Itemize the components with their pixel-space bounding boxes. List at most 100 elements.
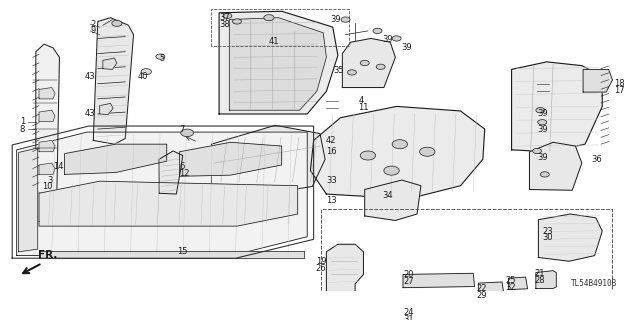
Polygon shape xyxy=(39,163,55,174)
Text: 11: 11 xyxy=(358,103,369,112)
Text: FR.: FR. xyxy=(38,251,57,260)
Circle shape xyxy=(532,148,541,154)
Circle shape xyxy=(538,120,547,125)
Text: 26: 26 xyxy=(316,264,326,273)
Text: 14: 14 xyxy=(53,162,63,171)
Circle shape xyxy=(232,19,241,24)
Text: 39: 39 xyxy=(537,109,548,118)
Text: 6: 6 xyxy=(179,162,185,171)
Circle shape xyxy=(348,70,356,75)
Polygon shape xyxy=(103,58,117,69)
Text: 29: 29 xyxy=(476,291,487,300)
Text: 39: 39 xyxy=(383,35,393,44)
Polygon shape xyxy=(65,144,167,174)
Circle shape xyxy=(408,305,421,312)
Circle shape xyxy=(264,15,274,21)
Polygon shape xyxy=(93,18,134,144)
Polygon shape xyxy=(583,69,612,92)
Text: 19: 19 xyxy=(316,257,326,266)
Text: 23: 23 xyxy=(542,227,553,236)
Circle shape xyxy=(373,28,382,34)
Polygon shape xyxy=(39,181,298,226)
Polygon shape xyxy=(36,44,60,195)
Polygon shape xyxy=(39,110,55,122)
Circle shape xyxy=(156,54,165,59)
Polygon shape xyxy=(529,142,582,190)
Circle shape xyxy=(180,129,193,137)
Text: 24: 24 xyxy=(403,308,413,317)
Polygon shape xyxy=(310,107,484,199)
Polygon shape xyxy=(342,38,396,88)
Text: 5: 5 xyxy=(159,53,164,63)
Text: 38: 38 xyxy=(219,20,230,29)
Circle shape xyxy=(360,151,376,160)
Text: 27: 27 xyxy=(403,277,413,286)
Circle shape xyxy=(392,36,401,41)
Text: 22: 22 xyxy=(476,284,487,293)
Text: 25: 25 xyxy=(505,276,516,285)
Polygon shape xyxy=(100,103,113,115)
Text: 7: 7 xyxy=(179,124,185,133)
Text: 43: 43 xyxy=(84,109,95,118)
Text: 15: 15 xyxy=(177,247,188,256)
Text: 35: 35 xyxy=(333,66,344,75)
Polygon shape xyxy=(19,148,38,252)
Polygon shape xyxy=(159,151,182,194)
Text: 39: 39 xyxy=(537,153,548,162)
Text: 1: 1 xyxy=(20,117,25,126)
Polygon shape xyxy=(508,277,527,290)
Circle shape xyxy=(112,20,122,26)
Text: 21: 21 xyxy=(534,269,545,278)
Text: 31: 31 xyxy=(403,315,413,320)
Polygon shape xyxy=(39,140,55,152)
Text: 10: 10 xyxy=(43,182,53,191)
Circle shape xyxy=(384,166,399,175)
Polygon shape xyxy=(219,11,338,114)
Text: 39: 39 xyxy=(331,15,341,24)
Text: 8: 8 xyxy=(20,124,25,133)
Text: 12: 12 xyxy=(179,169,190,178)
Circle shape xyxy=(536,108,545,113)
Circle shape xyxy=(420,147,435,156)
Text: 30: 30 xyxy=(542,233,553,242)
Text: 42: 42 xyxy=(326,136,336,145)
Text: 40: 40 xyxy=(138,72,148,81)
Polygon shape xyxy=(538,214,602,261)
Text: 16: 16 xyxy=(326,147,337,156)
Text: 34: 34 xyxy=(383,191,393,200)
Polygon shape xyxy=(536,271,556,288)
Polygon shape xyxy=(39,251,304,258)
Circle shape xyxy=(141,69,152,75)
Circle shape xyxy=(360,60,369,66)
Polygon shape xyxy=(365,180,421,220)
Circle shape xyxy=(540,172,549,177)
Text: 2: 2 xyxy=(91,20,96,28)
Text: 32: 32 xyxy=(505,283,516,292)
Circle shape xyxy=(376,64,385,69)
Text: 39: 39 xyxy=(402,44,412,52)
Text: 9: 9 xyxy=(91,27,96,36)
Polygon shape xyxy=(229,18,326,110)
Text: 20: 20 xyxy=(403,270,413,279)
Text: 36: 36 xyxy=(591,155,602,164)
Text: 41: 41 xyxy=(269,37,280,46)
Text: 4: 4 xyxy=(358,96,364,105)
Polygon shape xyxy=(179,142,282,176)
Text: TL54B4910B: TL54B4910B xyxy=(571,279,617,288)
Polygon shape xyxy=(511,62,602,152)
Text: 28: 28 xyxy=(534,276,545,284)
Circle shape xyxy=(223,13,232,19)
Circle shape xyxy=(392,140,408,149)
Circle shape xyxy=(341,17,350,22)
Text: 13: 13 xyxy=(326,196,337,205)
Polygon shape xyxy=(326,244,364,320)
Text: 43: 43 xyxy=(84,72,95,81)
Polygon shape xyxy=(39,88,55,99)
Polygon shape xyxy=(211,125,325,193)
Polygon shape xyxy=(478,282,504,295)
Text: 3: 3 xyxy=(48,176,53,185)
Text: 33: 33 xyxy=(326,176,337,185)
Polygon shape xyxy=(403,273,474,288)
Text: 39: 39 xyxy=(537,124,548,133)
Text: 37: 37 xyxy=(219,13,230,22)
